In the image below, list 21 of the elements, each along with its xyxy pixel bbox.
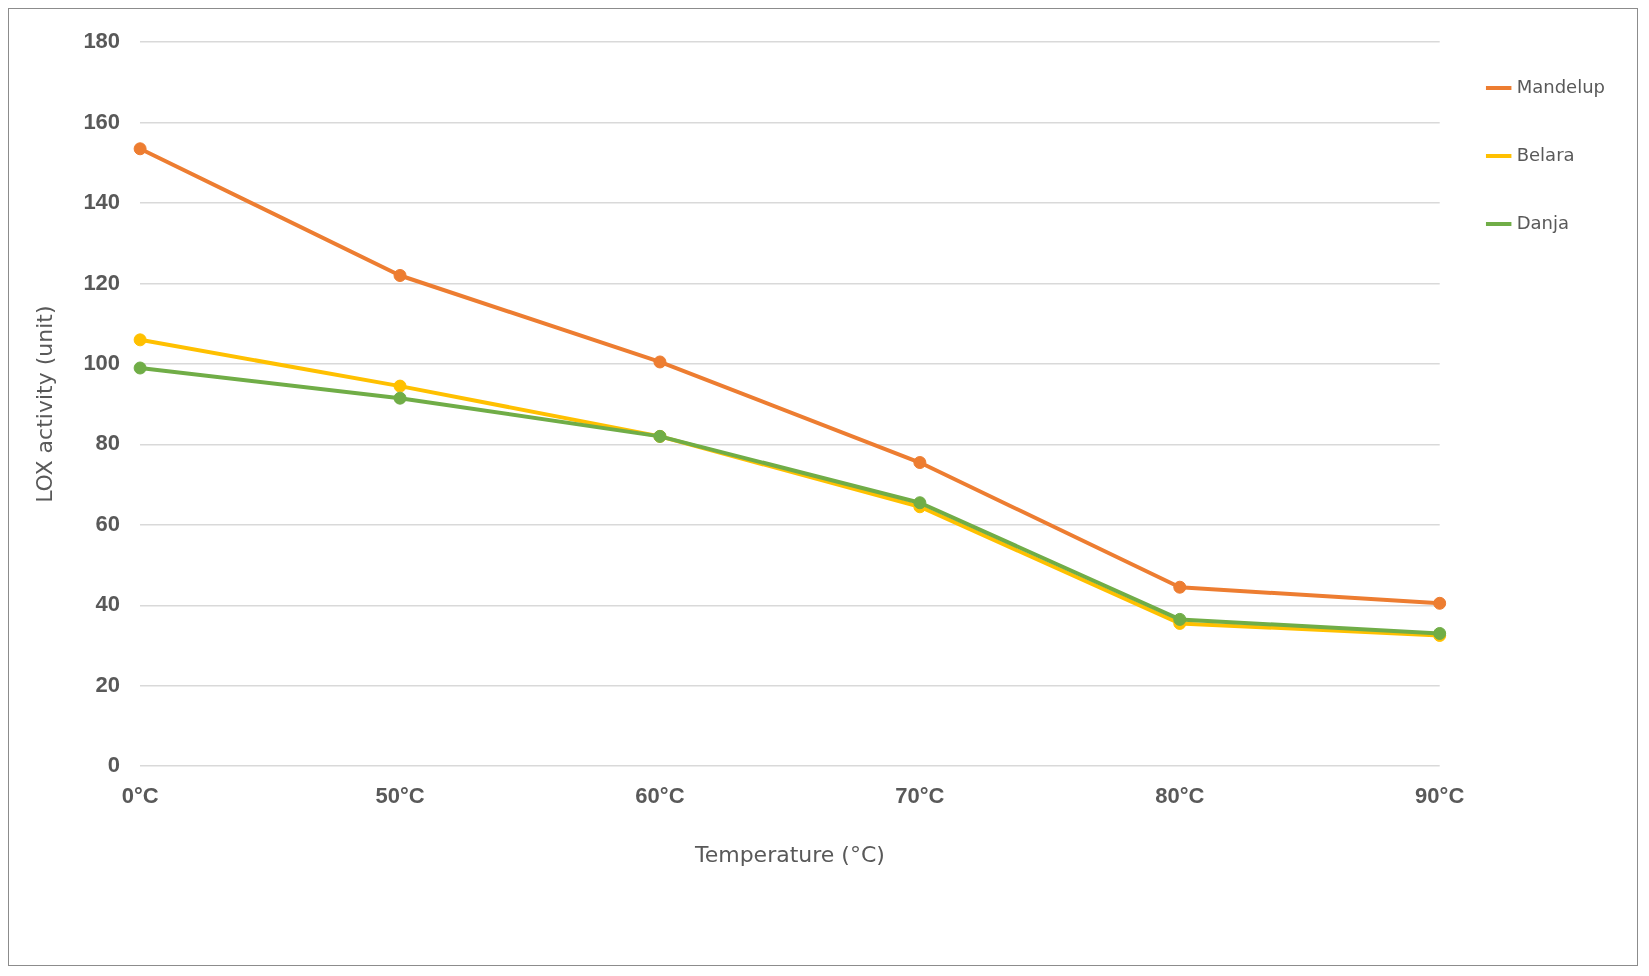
x-tick-label: 0°C — [121, 783, 159, 809]
legend-label: Belara — [1516, 143, 1575, 165]
y-tick-label: 0 — [107, 752, 121, 778]
y-tick-label: 180 — [83, 28, 121, 54]
legend-label: Danja — [1516, 211, 1570, 233]
x-tick-label: 90°C — [1415, 783, 1465, 809]
x-tick-label: 70°C — [895, 783, 945, 809]
y-tick-label: 20 — [95, 671, 121, 697]
x-axis-title: Temperature (°C) — [693, 841, 885, 867]
y-tick-label: 100 — [83, 350, 121, 376]
x-tick-label: 50°C — [375, 783, 425, 809]
y-tick-label: 60 — [95, 510, 121, 536]
x-tick-label: 80°C — [1155, 783, 1205, 809]
y-tick-label: 80 — [95, 430, 121, 456]
y-tick-label: 160 — [83, 108, 121, 134]
y-axis-title: LOX activity (unit) — [31, 305, 57, 503]
y-tick-label: 140 — [83, 189, 121, 215]
y-tick-label: 40 — [95, 591, 121, 617]
legend-label: Mandelup — [1516, 75, 1606, 97]
x-tick-label: 60°C — [635, 783, 685, 809]
y-tick-label: 120 — [83, 269, 121, 295]
